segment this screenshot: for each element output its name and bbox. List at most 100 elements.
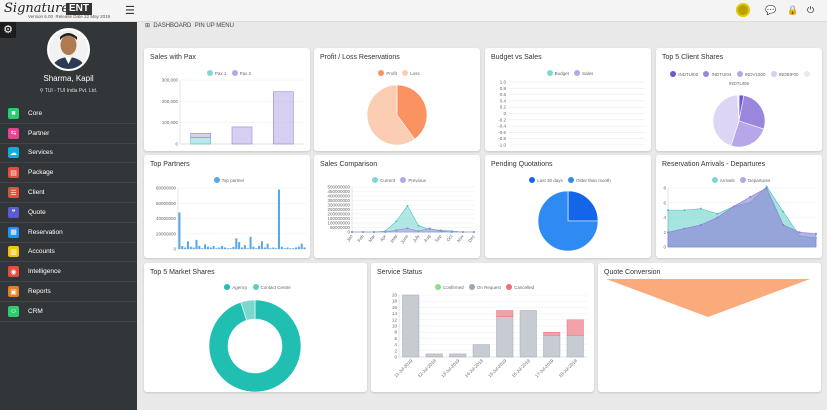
bar [178, 212, 181, 249]
y-tick-label: 450000000 [327, 189, 350, 194]
arrivals-departures-chart: 8 6 4 2 0 [663, 186, 817, 250]
sidebar-item-package[interactable]: ▤ Package [0, 163, 137, 184]
x-tick-label: Dec [467, 233, 476, 243]
panel-title: Service Status [377, 269, 423, 276]
sidebar-item-label: Intelligence [28, 268, 61, 276]
pending-quotations-panel: Pending Quotations Last 30 days Older th… [485, 155, 651, 258]
sidebar-item-crm[interactable]: ☺ CRM [0, 302, 137, 322]
data-point [782, 210, 785, 213]
sidebar-item-client[interactable]: ☰ Client [0, 183, 137, 203]
legend-label: INDTUI00 [678, 72, 699, 77]
sidebar-item-label: Quote [28, 208, 46, 216]
legend-label: Pax 1 [214, 71, 227, 76]
legend-swatch [670, 71, 677, 77]
bar [252, 246, 255, 249]
bar [181, 245, 184, 249]
legend-label: Confirmed [442, 285, 464, 290]
y-tick-label: 4 [394, 342, 397, 347]
sidebar-item-intelligence[interactable]: ◉ Intelligence [0, 262, 137, 283]
x-tick-label: 13-Jul-2019 [440, 358, 461, 379]
y-tick-label: 16 [392, 305, 398, 310]
x-tick-label: Sep [434, 233, 443, 243]
y-tick-label: 0 [394, 355, 397, 360]
client-icon: ☰ [8, 187, 19, 199]
profile-avatar [47, 28, 90, 71]
legend-swatch [400, 177, 407, 183]
y-tick-label: 40000000 [156, 216, 177, 221]
power-icon[interactable]: ⏻ [807, 5, 815, 15]
y-tick-label: -1.0 [498, 143, 506, 148]
chart-legend: Budget Sales [485, 70, 651, 76]
legend-swatch [506, 284, 513, 290]
chart-legend: INDTUI00 INDTUI04 INDV1500 INDBIF00 INDT… [656, 70, 822, 88]
bar [204, 244, 207, 249]
sidebar-item-label: CRM [28, 307, 43, 315]
sidebar-item-reservation[interactable]: ▦ Reservation [0, 223, 137, 243]
y-tick-label: 0 [175, 142, 178, 147]
bar [266, 243, 269, 249]
user-company-text: TUI - TUI India Pvt. Ltd. [44, 88, 98, 94]
legend-label: INDV1500 [744, 72, 766, 77]
gear-icon[interactable]: ⚙ [0, 22, 16, 38]
pie-slice [567, 190, 599, 222]
bar [232, 246, 235, 249]
sidebar-item-services[interactable]: ☁ Services [0, 144, 137, 164]
market-shares-chart [208, 299, 302, 392]
sidebar-item-partner[interactable]: ⇆ Partner [0, 124, 137, 144]
sidebar-item-core[interactable]: ■ Core [0, 104, 137, 124]
chat-icon[interactable]: 💬 [765, 5, 777, 15]
sidebar-item-reports[interactable]: ▣ Reports [0, 282, 137, 302]
chart-legend: Current Previous [314, 177, 480, 183]
sales-comparison-panel: Sales Comparison Current Previous 500000… [314, 155, 480, 258]
panel-title: Sales with Pax [150, 54, 196, 61]
bar [240, 247, 244, 249]
sidebar-item-label: Services [28, 149, 53, 157]
panel-title: Profit / Loss Reservations [320, 54, 400, 61]
y-tick-label: 1.0 [500, 80, 507, 85]
client-shares-chart [712, 94, 766, 148]
legend-label: Contact Centre [260, 285, 291, 290]
legend-swatch [803, 71, 810, 77]
bar [566, 319, 584, 336]
y-tick-label: 200,000 [162, 99, 179, 104]
breadcrumb-dashboard[interactable]: DASHBOARD [153, 23, 192, 29]
chart-legend: Top partner [144, 177, 310, 183]
user-company: ⚲ TUI - TUI India Pvt. Ltd. [0, 88, 137, 94]
x-tick-label: 18-Jul-2019 [558, 358, 579, 379]
y-tick-label: 8 [394, 330, 397, 335]
x-tick-label: May [389, 233, 398, 243]
data-point [749, 195, 752, 198]
user-avatar-top[interactable] [736, 3, 750, 17]
pie-slice [366, 84, 416, 146]
breadcrumb-pin-up-menu[interactable]: PIN UP MENU [194, 23, 234, 29]
pie-slice [396, 84, 428, 140]
bar [189, 246, 192, 249]
bar [295, 247, 298, 249]
x-tick-label: Apr [379, 233, 387, 242]
chart-legend: Agency Contact Centre [144, 284, 367, 290]
data-point [749, 201, 752, 204]
app-logo[interactable]: Signature [4, 1, 70, 16]
intelligence-icon: ◉ [8, 266, 19, 278]
bar [255, 248, 258, 249]
bar [449, 353, 467, 358]
chart-legend: Profit Loss [314, 70, 480, 76]
bar [235, 238, 238, 249]
panel-title: Top 5 Market Shares [150, 269, 215, 276]
pending-quotations-chart [537, 190, 599, 252]
y-tick-label: 0 [663, 245, 666, 250]
sidebar-item-quote[interactable]: ❝ Quote [0, 203, 137, 223]
y-tick-label: 350000000 [327, 198, 350, 203]
sidebar-item-accounts[interactable]: ▥ Accounts [0, 243, 137, 263]
lock-icon[interactable]: 🔒 [787, 5, 799, 15]
hamburger-menu-icon[interactable]: ☰ [125, 5, 135, 17]
sidebar-item-label: Package [28, 169, 54, 177]
data-point [815, 232, 817, 235]
top5-client-shares-panel: Top 5 Client Shares INDTUI00 INDTUI04 IN… [656, 48, 822, 151]
bar [192, 247, 195, 249]
data-point [384, 231, 387, 233]
legend-label: Sales [582, 71, 594, 76]
data-point [417, 230, 420, 233]
bar [231, 126, 253, 145]
data-point [417, 224, 420, 227]
